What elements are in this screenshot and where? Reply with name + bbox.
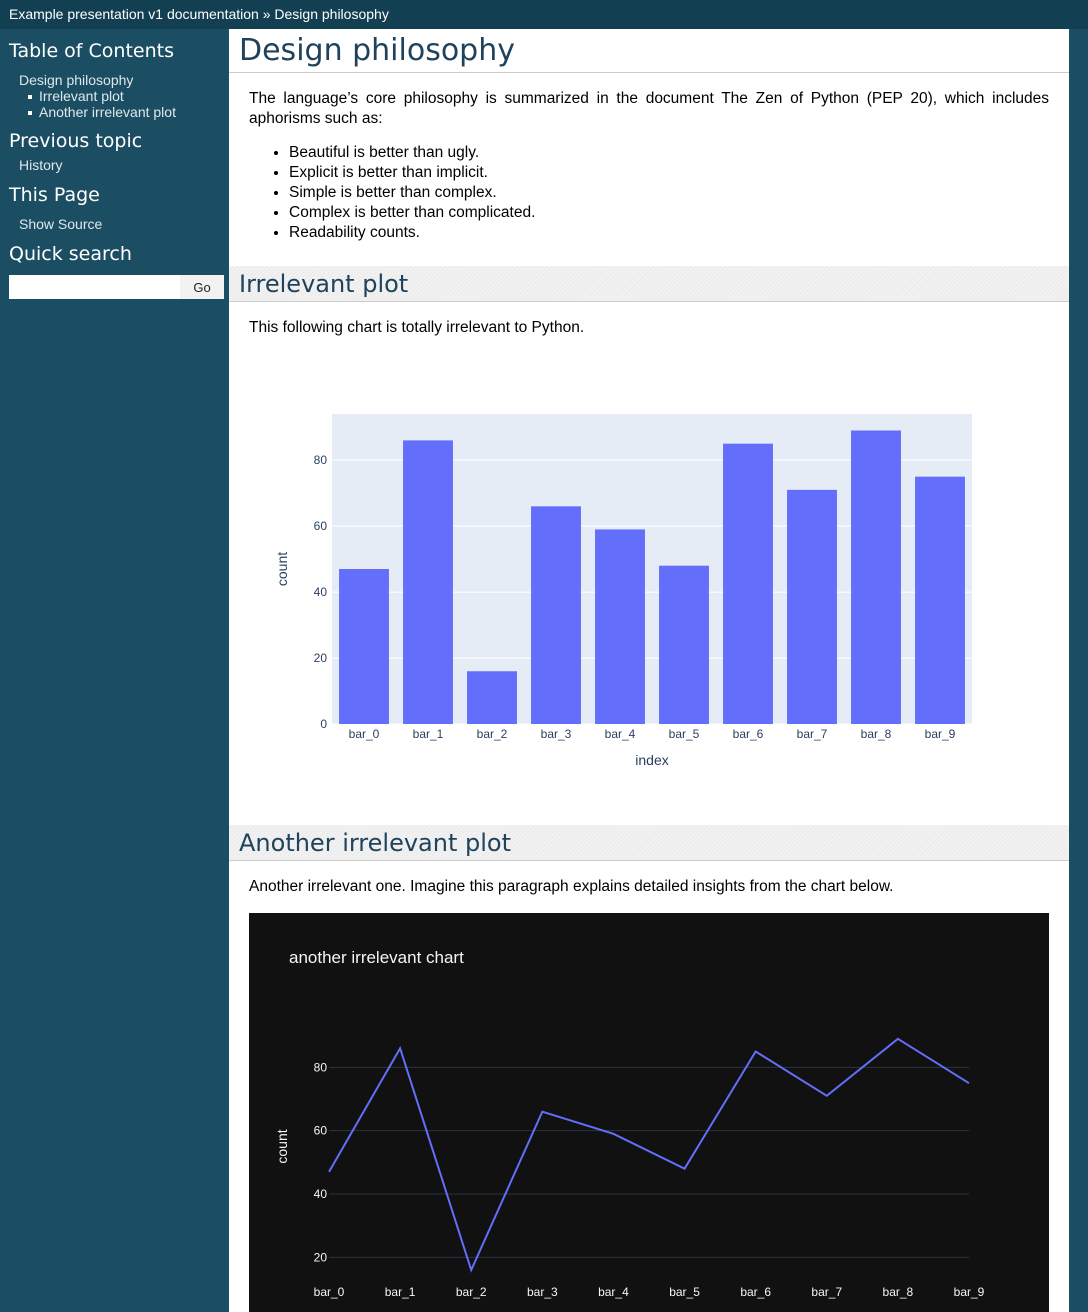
line-chart: another irrelevant chart 20 40 60 80 bar_0 bar… [274,948,985,1299]
bar [659,565,709,724]
y-tick-label: 80 [314,1060,328,1074]
bar-chart: 0 20 40 60 80 bar_0 bar_1 bar_2 bar_3 bar_4 bar_5 b… [274,414,972,768]
breadcrumb-bar: Example presentation v1 documentation » … [0,0,1088,29]
breadcrumb-current: Design philosophy [274,6,389,22]
x-tick-label: bar_2 [477,727,508,741]
bar [531,506,581,724]
bar-chart-container: 0 20 40 60 80 bar_0 bar_1 bar_2 bar_3 bar_4 bar_5 b… [249,354,1049,774]
x-tick-label: bar_0 [314,1285,345,1299]
y-tick-label: 40 [314,585,328,599]
section-heading-another-irrelevant-plot: Another irrelevant plot [229,825,1069,861]
aphorism-list: Beautiful is better than ugly. Explicit … [249,143,535,243]
quick-search-heading: Quick search [9,243,132,265]
x-tick-label: bar_4 [598,1285,629,1299]
chart-title: another irrelevant chart [289,948,464,967]
series-line [328,1037,970,1273]
y-tick-label: 20 [314,1250,328,1264]
bar [787,489,837,724]
previous-topic-link[interactable]: History [19,157,63,173]
toc-item-design-philosophy[interactable]: Design philosophy [19,72,134,88]
toc-bullet [28,95,32,99]
bar [723,443,773,724]
x-tick-label: bar_3 [527,1285,558,1299]
toc-item-another-irrelevant-plot[interactable]: Another irrelevant plot [39,104,176,120]
bar [403,440,453,724]
x-tick-label: bar_7 [797,727,828,741]
list-item: Explicit is better than implicit. [289,163,535,183]
bar [339,569,389,724]
toc-item-irrelevant-plot[interactable]: Irrelevant plot [39,88,124,104]
x-tick-label: bar_7 [811,1285,842,1299]
toc-bullet [28,111,32,115]
y-tick-label: 20 [314,651,328,665]
breadcrumb-docs-link[interactable]: Example presentation v1 documentation [9,6,259,22]
y-tick-label: 80 [314,453,328,467]
y-tick-label: 60 [314,1124,328,1138]
page-title: Design philosophy [229,29,1069,73]
x-tick-label: bar_8 [861,727,892,741]
x-tick-label: bar_0 [349,727,380,741]
x-tick-label: bar_6 [740,1285,771,1299]
bar [595,529,645,724]
sidebar: Table of Contents Design philosophy Irre… [0,29,229,1312]
y-tick-label: 0 [320,717,327,731]
intro-paragraph: The language’s core philosophy is summar… [249,90,1049,127]
this-page-heading: This Page [9,184,100,206]
list-item: Complex is better than complicated. [289,203,535,223]
y-tick-label: 60 [314,519,328,533]
section1-paragraph: This following chart is totally irreleva… [249,319,585,336]
previous-topic-heading: Previous topic [9,130,143,152]
search-input[interactable] [9,275,180,299]
x-tick-label: bar_9 [925,727,956,741]
x-axis-label: index [635,752,668,768]
bar [915,476,965,724]
x-tick-label: bar_3 [541,727,572,741]
x-tick-label: bar_5 [669,1285,700,1299]
y-axis-label: count [274,552,290,586]
x-tick-label: bar_2 [456,1285,487,1299]
y-tick-label: 40 [314,1187,328,1201]
x-tick-label: bar_1 [385,1285,416,1299]
x-tick-label: bar_5 [669,727,700,741]
main-content: Design philosophy The language’s core ph… [229,29,1069,1312]
x-tick-label: bar_8 [883,1285,914,1299]
search-go-button[interactable]: Go [180,275,224,299]
bar [467,671,517,724]
bar [851,430,901,724]
y-axis-label: count [274,1129,290,1163]
section-heading-irrelevant-plot: Irrelevant plot [229,266,1069,302]
toc-heading: Table of Contents [9,40,174,62]
list-item: Readability counts. [289,223,535,243]
line-chart-container: another irrelevant chart 20 40 60 80 bar_0 bar… [249,913,1049,1312]
list-item: Beautiful is better than ugly. [289,143,535,163]
show-source-link[interactable]: Show Source [19,216,103,232]
x-tick-label: bar_4 [605,727,636,741]
x-tick-label: bar_9 [954,1285,985,1299]
section2-paragraph: Another irrelevant one. Imagine this par… [249,878,894,895]
list-item: Simple is better than complex. [289,183,535,203]
breadcrumb-separator: » [262,6,271,22]
x-tick-label: bar_6 [733,727,764,741]
x-tick-label: bar_1 [413,727,444,741]
